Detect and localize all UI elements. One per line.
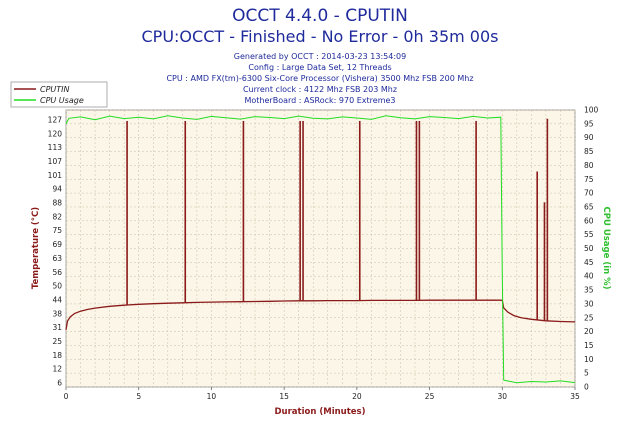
y-tick-label: 44 — [52, 295, 62, 304]
y2-tick-label: 30 — [584, 299, 594, 308]
y2-tick-label: 5 — [584, 369, 589, 378]
legend: CPUTIN CPU Usage — [10, 81, 108, 108]
y-tick-label: 82 — [52, 212, 62, 221]
y2-tick-label: 60 — [584, 216, 594, 225]
y-tick-label: 18 — [52, 351, 62, 360]
y-tick-label: 31 — [52, 323, 62, 332]
series-line-cpu-usage — [65, 115, 576, 384]
info-generated: Generated by OCCT : 2014-03-23 13:54:09 — [234, 52, 406, 61]
y2-tick-label: 35 — [584, 286, 594, 295]
y2-tick-label: 40 — [584, 272, 594, 281]
info-config: Config : Large Data Set, 12 Threads — [248, 63, 391, 72]
y2-tick-label: 10 — [584, 355, 594, 364]
y2-tick-label: 70 — [584, 189, 594, 198]
info-clock: Current clock : 4122 Mhz FSB 203 Mhz — [243, 85, 397, 94]
x-tick-label: 20 — [352, 392, 362, 401]
y2-tick-label: 75 — [584, 175, 594, 184]
y2-tick-label: 15 — [584, 341, 594, 350]
y-tick-label: 88 — [52, 199, 62, 208]
y-tick-label: 120 — [48, 129, 63, 138]
x-tick-label: 10 — [207, 392, 217, 401]
x-tick-label: 25 — [425, 392, 435, 401]
legend-label-cputin: CPUTIN — [40, 85, 70, 94]
y-tick-label: 56 — [52, 268, 62, 277]
y-tick-label: 38 — [52, 309, 62, 318]
y-tick-label: 75 — [52, 226, 62, 235]
x-tick-label: 35 — [570, 392, 580, 401]
y-axis-ticks: 6 12 18 25 31 38 44 50 56 63 69 75 82 88 94 101 107 113 12… — [48, 116, 63, 388]
x-tick-label: 15 — [279, 392, 289, 401]
series-layer — [65, 115, 576, 384]
info-motherboard: MotherBoard : ASRock: 970 Extreme3 — [245, 96, 396, 105]
y2-tick-label: 80 — [584, 161, 594, 170]
series-line-cputin — [65, 299, 576, 330]
y-tick-label: 25 — [52, 337, 62, 346]
y2-tick-label: 100 — [584, 106, 599, 115]
y2-axis-ticks: 0 5 10 15 20 25 30 35 40 45 50 55 60 65 70 75 80 85 90 95 10… — [584, 106, 599, 392]
y2-tick-label: 95 — [584, 119, 594, 128]
y2-tick-label: 50 — [584, 244, 594, 253]
y2-tick-label: 25 — [584, 313, 594, 322]
legend-label-cpu-usage: CPU Usage — [40, 96, 84, 105]
y2-tick-label: 20 — [584, 327, 594, 336]
y2-tick-label: 85 — [584, 147, 594, 156]
y2-tick-label: 55 — [584, 230, 594, 239]
x-tick-label: 5 — [136, 392, 141, 401]
grid-lines — [65, 109, 576, 388]
y2-axis-label: CPU Usage (in %) — [601, 206, 611, 289]
y-tick-label: 94 — [52, 185, 62, 194]
legend-box — [10, 81, 108, 108]
x-axis-ticks: 0 5 10 15 20 25 30 35 — [64, 387, 580, 401]
y-tick-label: 113 — [48, 143, 63, 152]
chart-subtitle: CPU:OCCT - Finished - No Error - 0h 35m … — [142, 27, 499, 46]
x-tick-label: 30 — [498, 392, 508, 401]
info-lines: Generated by OCCT : 2014-03-23 13:54:09 … — [166, 52, 473, 105]
y2-tick-label: 90 — [584, 133, 594, 142]
y-tick-label: 63 — [52, 254, 62, 263]
y-tick-label: 101 — [48, 171, 63, 180]
x-axis-label: Duration (Minutes) — [275, 407, 366, 417]
x-tick-label: 0 — [64, 392, 69, 401]
y-tick-label: 107 — [48, 157, 63, 166]
info-cpu: CPU : AMD FX(tm)-6300 Six-Core Processor… — [166, 74, 473, 83]
y-tick-label: 6 — [57, 379, 62, 388]
y-tick-label: 50 — [52, 282, 62, 291]
chart-title: OCCT 4.4.0 - CPUTIN — [232, 6, 408, 26]
y-tick-label: 127 — [48, 116, 63, 125]
y2-tick-label: 0 — [584, 383, 589, 392]
y2-tick-label: 45 — [584, 258, 594, 267]
y2-tick-label: 65 — [584, 202, 594, 211]
y-tick-label: 12 — [52, 365, 62, 374]
y-tick-label: 69 — [52, 240, 62, 249]
y-axis-label: Temperature (°C) — [31, 207, 41, 289]
